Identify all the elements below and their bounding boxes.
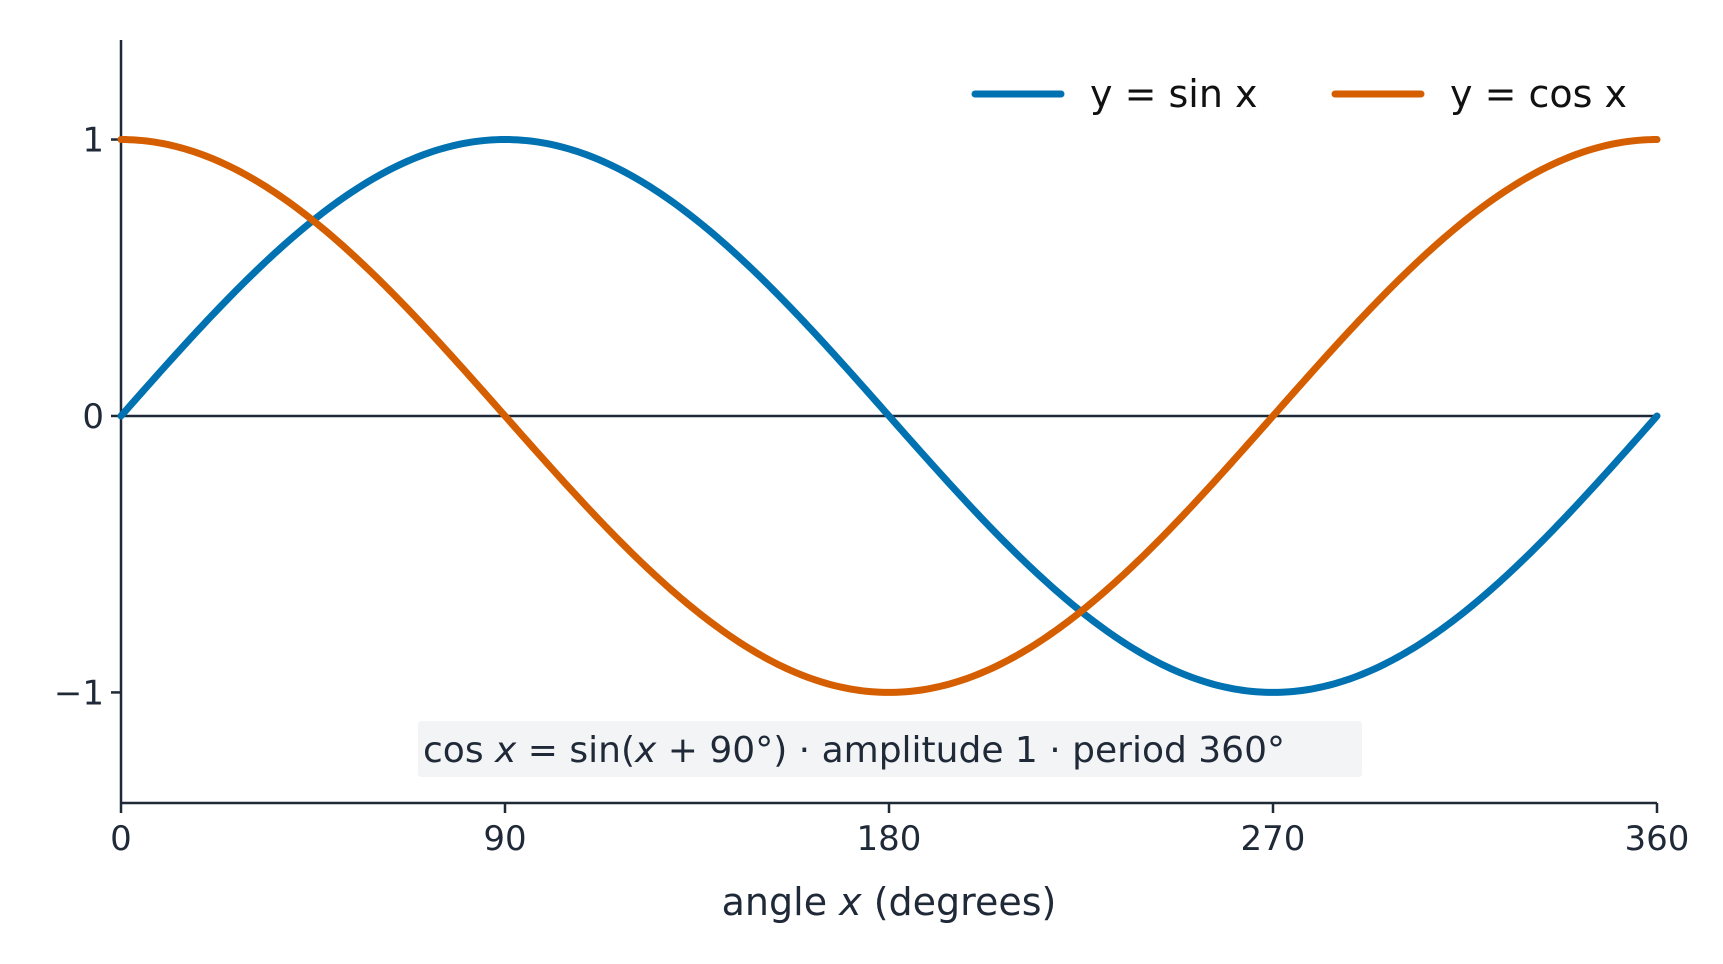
legend-label-sin-part: x (1235, 72, 1258, 116)
annotation-text-part: = sin( (516, 730, 635, 771)
x-tick-label: 360 (1625, 819, 1690, 859)
y-tick-label: 1 (82, 121, 104, 161)
plot-area: 0 90 180 270 360 −1 0 1 angle x (degrees) y = sin… (54, 40, 1690, 924)
annotation-text: cos x = sin(x + 90°) · amplitude 1 · per… (423, 730, 1285, 771)
x-axis-title-part: (degrees) (862, 880, 1057, 924)
x-axis-title-part: x (838, 880, 862, 924)
x-tick-label: 270 (1241, 819, 1306, 859)
x-axis-title-part: angle (722, 880, 840, 924)
annotation-box (418, 721, 1362, 777)
x-tick-label: 90 (483, 819, 526, 859)
x-tick-label: 0 (110, 819, 132, 859)
legend-label-cos-part: = cos (1473, 72, 1605, 116)
annotation: cos x = sin(x + 90°) · amplitude 1 · per… (418, 721, 1362, 777)
legend-label-sin: y = sin x (1090, 72, 1258, 116)
y-tick-label: 0 (82, 397, 104, 437)
legend-label-cos: y = cos x (1450, 72, 1627, 116)
x-axis-title: angle x (degrees) (722, 880, 1057, 924)
legend-label-sin-part: y (1090, 72, 1113, 116)
y-tick-label: −1 (54, 673, 104, 713)
series-line-cos (117, 136, 1661, 696)
series-line-sin (117, 136, 1661, 696)
legend-label-sin-part: = sin (1113, 72, 1236, 116)
x-tick-label: 180 (857, 819, 922, 859)
annotation-text-part: cos (423, 730, 495, 771)
annotation-text-part: x (494, 730, 517, 771)
annotation-text-part: x (634, 730, 657, 771)
legend-label-cos-part: x (1605, 72, 1628, 116)
legend-label-cos-part: y (1450, 72, 1473, 116)
annotation-text-part: + 90°) · amplitude 1 · period 360° (656, 730, 1285, 771)
